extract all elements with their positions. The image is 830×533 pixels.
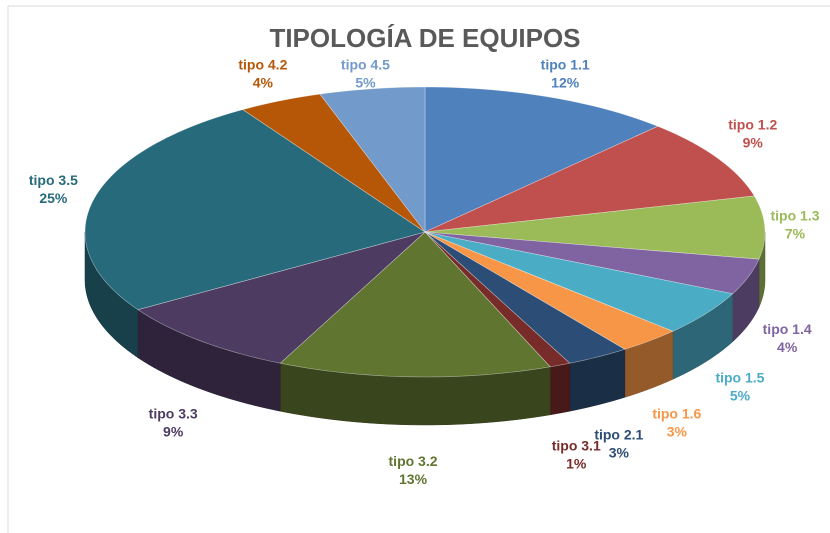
slice — [424, 86, 659, 233]
slice — [84, 109, 426, 311]
data-label-name: tipo 3.1 — [552, 437, 601, 453]
slice — [242, 93, 426, 233]
data-label-name: tipo 3.2 — [389, 453, 438, 469]
data-label-name: tipo 4.5 — [341, 57, 390, 73]
chart-title: TIPOLOGÍA DE EQUIPOS — [269, 23, 580, 53]
data-label-value: 1% — [566, 455, 587, 471]
slice — [424, 231, 760, 295]
slice — [279, 231, 551, 378]
slice — [424, 231, 674, 350]
data-label-name: tipo 1.2 — [728, 116, 777, 132]
data-label-name: tipo 1.4 — [763, 321, 812, 337]
data-label-name: tipo 2.1 — [594, 426, 643, 442]
data-label-value: 25% — [39, 190, 68, 206]
data-label-value: 7% — [785, 226, 806, 242]
data-label-value: 13% — [399, 471, 428, 487]
data-label-value: 9% — [163, 423, 184, 439]
data-label-value: 5% — [355, 75, 376, 91]
data-label-value: 12% — [551, 75, 580, 91]
data-label-name: tipo 4.2 — [238, 57, 287, 73]
slice — [424, 231, 734, 332]
data-label-value: 4% — [253, 75, 274, 91]
data-label-name: tipo 1.6 — [652, 405, 701, 421]
data-label-name: tipo 3.3 — [149, 405, 198, 421]
data-label-value: 3% — [667, 423, 688, 439]
data-label-value: 3% — [609, 444, 630, 460]
slice — [424, 125, 755, 233]
data-label-name: tipo 1.1 — [541, 57, 590, 73]
data-label-name: tipo 1.3 — [770, 208, 819, 224]
slice-side — [549, 362, 571, 416]
data-label-name: tipo 1.5 — [715, 369, 764, 385]
data-label-value: 5% — [730, 387, 751, 403]
slice — [137, 231, 426, 364]
data-label-value: 9% — [743, 134, 764, 150]
data-label-value: 4% — [777, 339, 798, 355]
slice — [319, 86, 426, 233]
data-label-name: tipo 3.5 — [29, 172, 78, 188]
slice — [424, 231, 626, 364]
slice — [424, 195, 766, 260]
